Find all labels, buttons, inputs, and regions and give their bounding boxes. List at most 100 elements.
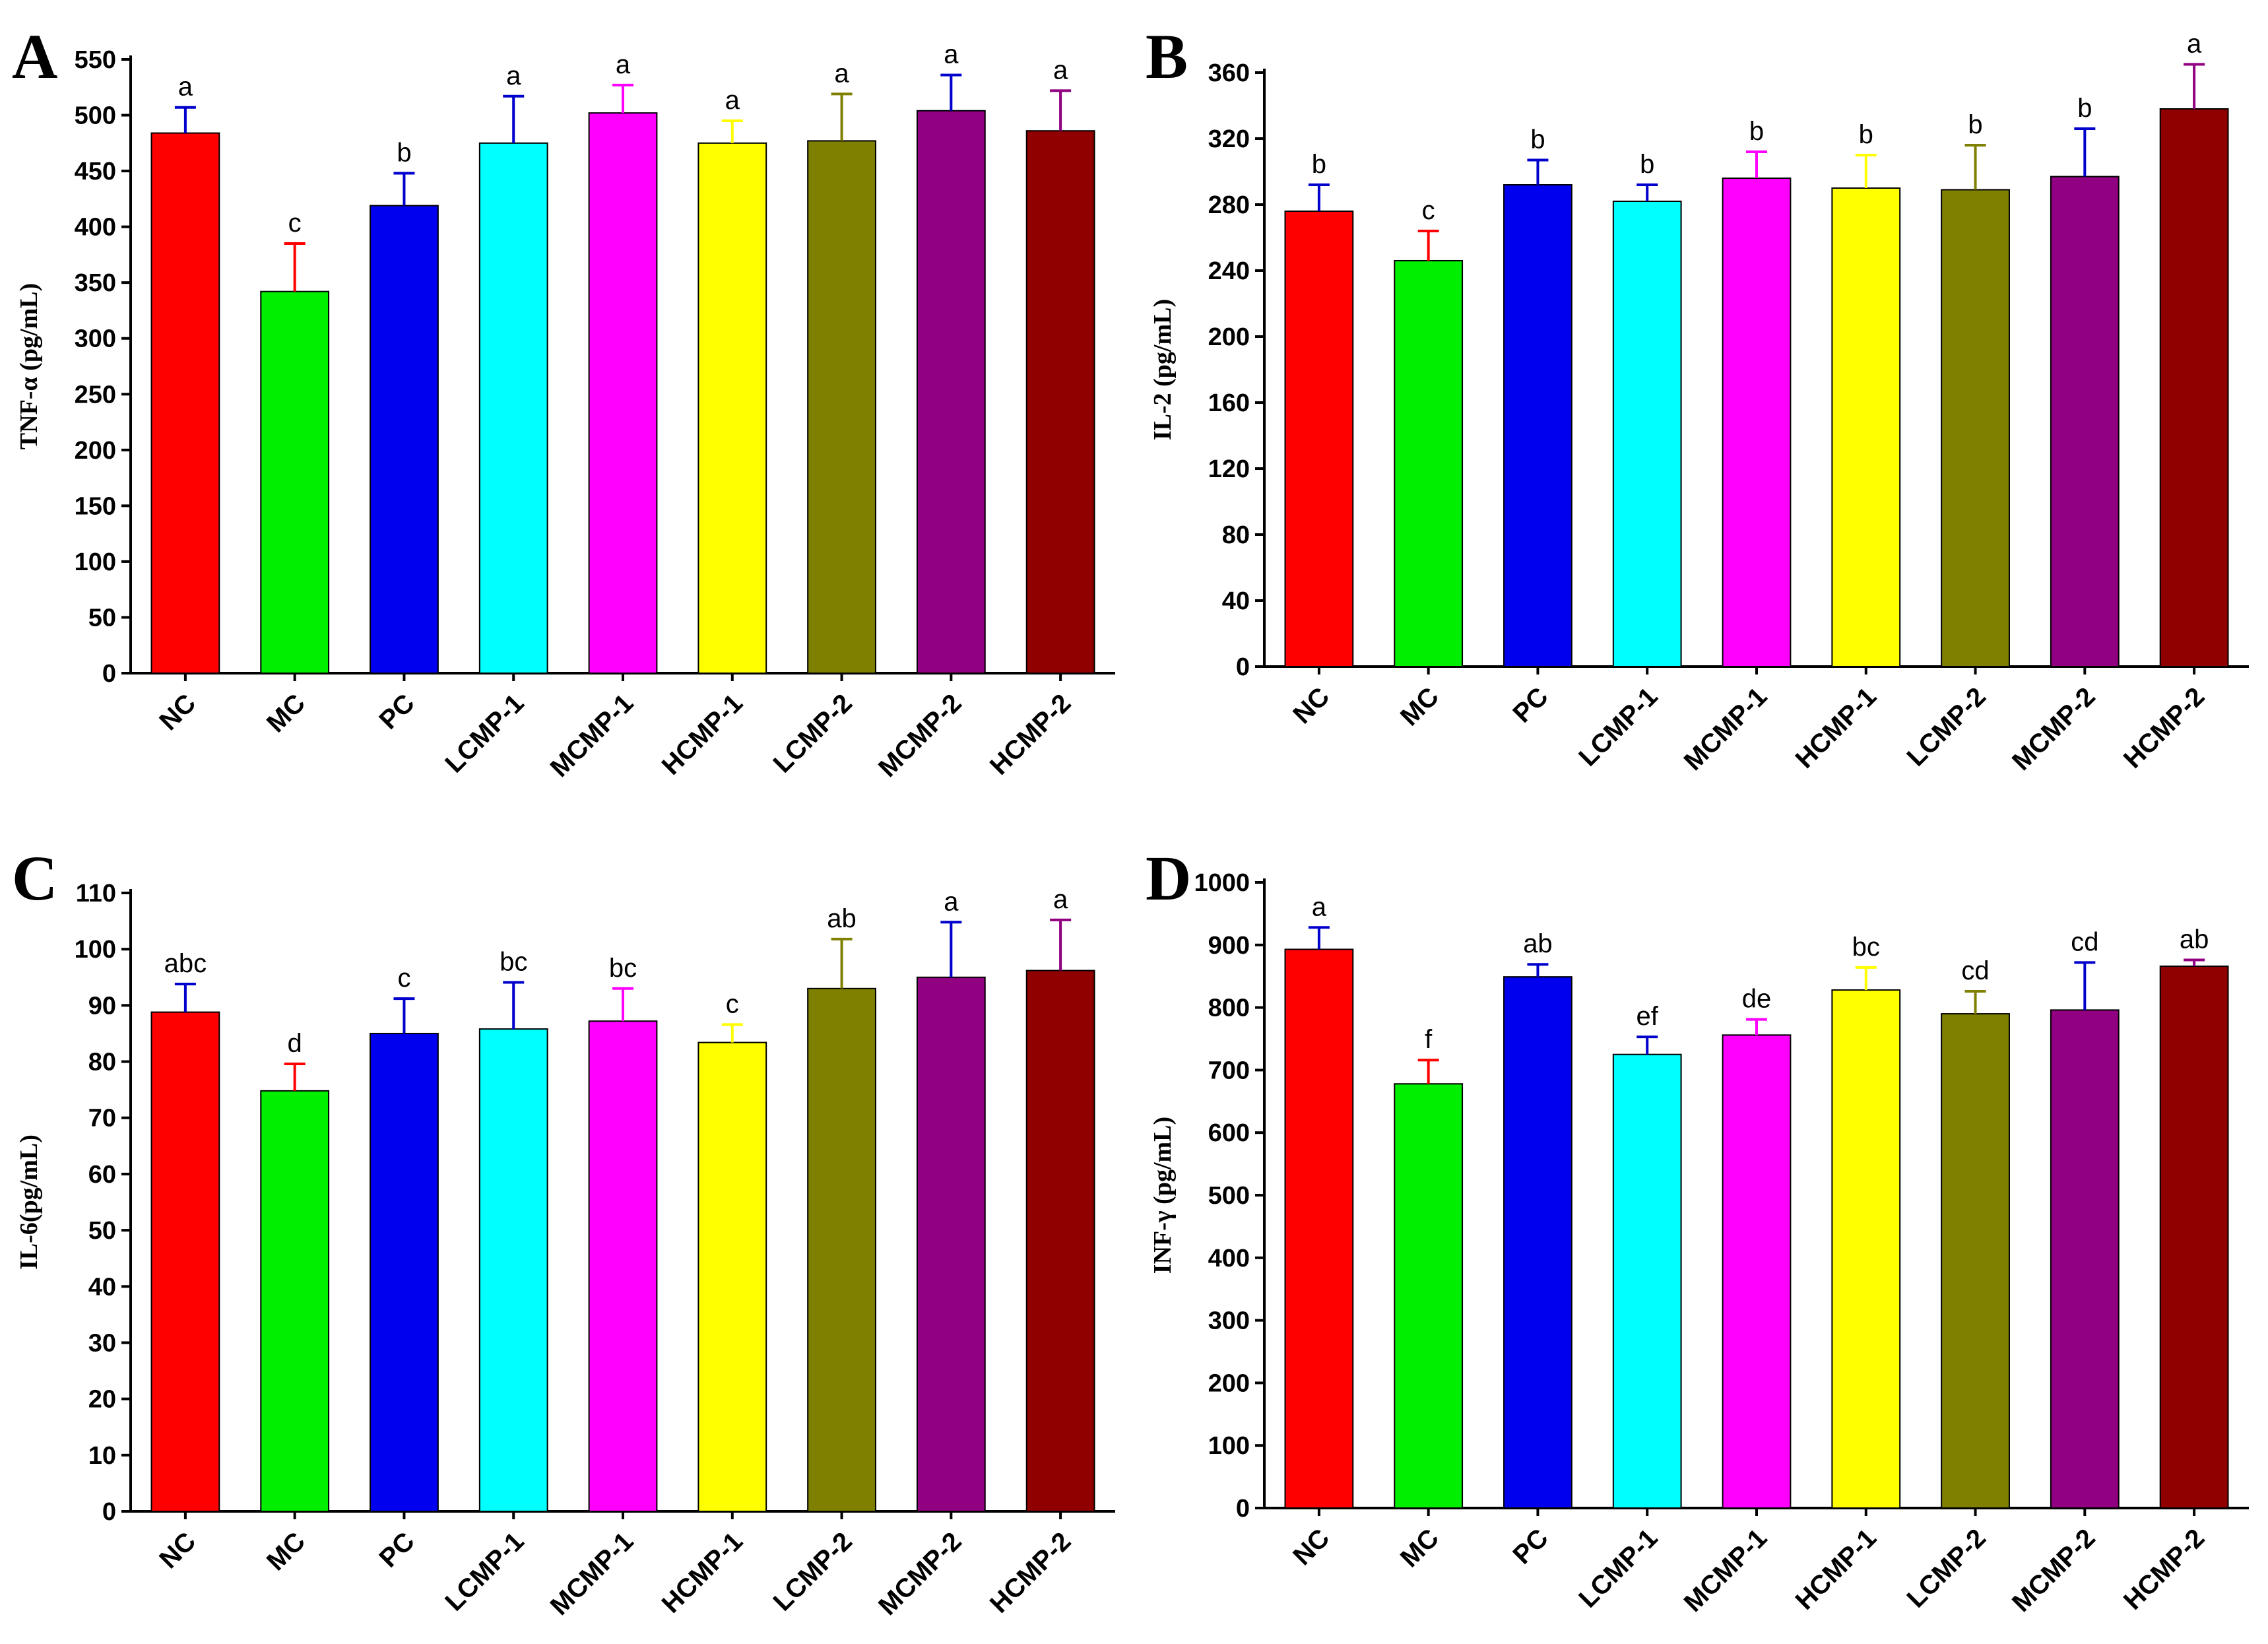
x-tick-label: HCMP-2 <box>2118 1523 2211 1616</box>
panel-letter-b: B <box>1146 21 1188 92</box>
y-tick-label: 10 <box>88 1442 116 1470</box>
significance-label: a <box>1053 885 1068 914</box>
y-axis-title: IL-2 (pg/mL) <box>1149 299 1177 440</box>
bar-pc <box>370 205 439 674</box>
significance-label: a <box>944 887 959 916</box>
y-tick-label: 600 <box>1208 1119 1250 1147</box>
y-tick-label: 400 <box>1208 1245 1250 1272</box>
bar-pc <box>1503 184 1572 667</box>
significance-label: c <box>288 209 302 238</box>
y-tick-label: 200 <box>75 437 116 465</box>
panel-letter-c: C <box>12 843 58 913</box>
y-tick-label: 50 <box>88 1217 116 1245</box>
x-tick-label: MCMP-1 <box>1679 682 1773 776</box>
y-axis-title: IL-6(pg/mL) <box>15 1134 43 1270</box>
y-axis-title: TNF-α (pg/mL) <box>15 283 43 449</box>
significance-label: bc <box>1852 933 1880 962</box>
x-tick-label: MCMP-2 <box>2007 682 2101 776</box>
y-tick-label: 300 <box>75 325 116 353</box>
y-tick-label: 0 <box>102 1498 116 1526</box>
significance-label: cd <box>1961 956 1989 985</box>
y-tick-label: 360 <box>1208 59 1250 87</box>
x-tick-label: LCMP-2 <box>1902 1523 1992 1613</box>
bar-mcmp-1 <box>588 112 658 674</box>
bar-hcmp-2 <box>1025 130 1095 674</box>
panel-b: B 0 40 80 120 160 200 240 280 320 360 IL-2 (pg/mL)… <box>1134 0 2267 822</box>
significance-label: b <box>1530 125 1545 154</box>
bar-lcmp-1 <box>1612 1053 1682 1509</box>
y-tick-label: 240 <box>1208 257 1250 285</box>
panel-d: D 0 100 200 300 400 500 600 700 800 900 1000 INF-γ … <box>1134 822 2267 1643</box>
y-tick-label: 280 <box>1208 191 1250 219</box>
y-tick-label: 800 <box>1208 995 1250 1022</box>
chart-d: 0 100 200 300 400 500 600 700 800 900 1000 INF-γ (p… <box>1149 869 2249 1618</box>
y-tick-label: 900 <box>1208 932 1250 960</box>
bar-mc <box>1394 260 1464 667</box>
x-tick-label: PC <box>373 688 420 735</box>
y-tick-label: 90 <box>88 992 116 1020</box>
x-tick-label: LCMP-1 <box>1573 1523 1663 1613</box>
x-tick-label: LCMP-1 <box>439 1527 529 1616</box>
significance-label: b <box>397 138 411 167</box>
x-tick-label: HCMP-2 <box>985 688 1077 781</box>
significance-label: bc <box>609 954 637 983</box>
significance-label: cd <box>2071 927 2098 956</box>
x-tick-label: LCMP-1 <box>1573 682 1663 772</box>
y-tick-label: 500 <box>75 102 116 130</box>
y-tick-label: 60 <box>88 1161 116 1189</box>
x-tick-label: NC <box>154 688 201 736</box>
significance-label: c <box>397 964 410 993</box>
x-tick-label: MCMP-2 <box>873 1527 967 1621</box>
x-tick-label: LCMP-2 <box>768 1527 858 1616</box>
x-tick-label: PC <box>1507 682 1553 728</box>
y-tick-label: 70 <box>88 1105 116 1133</box>
bar-lcmp-1 <box>1612 201 1682 667</box>
x-tick-label: HCMP-1 <box>657 1527 749 1619</box>
bar-lcmp-2 <box>807 140 876 674</box>
bar-lcmp-1 <box>478 1028 548 1512</box>
bar-nc <box>150 1011 220 1512</box>
x-tick-label: MCMP-2 <box>2007 1523 2101 1618</box>
x-tick-label: HCMP-2 <box>2118 682 2211 774</box>
significance-label: c <box>1422 196 1435 225</box>
x-tick-label: MC <box>1395 682 1444 731</box>
significance-label: a <box>1312 892 1327 921</box>
bar-hcmp-1 <box>1831 989 1901 1509</box>
y-tick-label: 40 <box>88 1273 116 1301</box>
y-tick-label: 100 <box>75 548 116 576</box>
y-tick-label: 0 <box>102 660 116 688</box>
significance-label: f <box>1425 1025 1433 1054</box>
bar-mcmp-1 <box>588 1020 658 1512</box>
y-tick-label: 350 <box>75 269 116 297</box>
panel-c: C 0 10 20 30 40 50 60 70 80 90 100 110 IL-6(pg/mL) ab… <box>0 822 1134 1643</box>
bar-lcmp-2 <box>807 987 876 1513</box>
bar-mc <box>260 1090 330 1512</box>
significance-label: b <box>1312 150 1326 179</box>
x-tick-label: PC <box>373 1527 420 1573</box>
x-tick-label: PC <box>1507 1523 1553 1569</box>
x-tick-label: MC <box>1395 1523 1444 1573</box>
y-tick-label: 0 <box>1236 653 1250 681</box>
x-tick-label: MCMP-1 <box>545 688 639 783</box>
bar-nc <box>150 132 220 674</box>
bar-hcmp-1 <box>697 142 767 674</box>
significance-label: b <box>1859 120 1873 149</box>
y-tick-label: 500 <box>1208 1182 1250 1210</box>
y-tick-label: 150 <box>75 492 116 520</box>
panel-a: A 0 50 100 150 200 250 300 350 400 450 500 550 TNF-α… <box>0 0 1134 822</box>
bar-nc <box>1284 948 1354 1509</box>
bar-lcmp-2 <box>1941 1013 2010 1509</box>
x-tick-label: LCMP-2 <box>1902 682 1992 772</box>
y-tick-label: 40 <box>1222 587 1250 615</box>
significance-label: de <box>1742 985 1772 1014</box>
bar-nc <box>1284 211 1354 667</box>
x-tick-label: HCMP-1 <box>1790 682 1883 774</box>
y-tick-label: 100 <box>75 936 116 964</box>
bar-hcmp-2 <box>2159 108 2229 667</box>
x-tick-label: MCMP-2 <box>873 688 967 783</box>
significance-label: ab <box>827 904 857 933</box>
significance-label: a <box>2187 30 2202 59</box>
significance-label: a <box>725 86 740 115</box>
x-tick-label: LCMP-2 <box>768 688 858 778</box>
y-tick-label: 110 <box>76 880 116 907</box>
